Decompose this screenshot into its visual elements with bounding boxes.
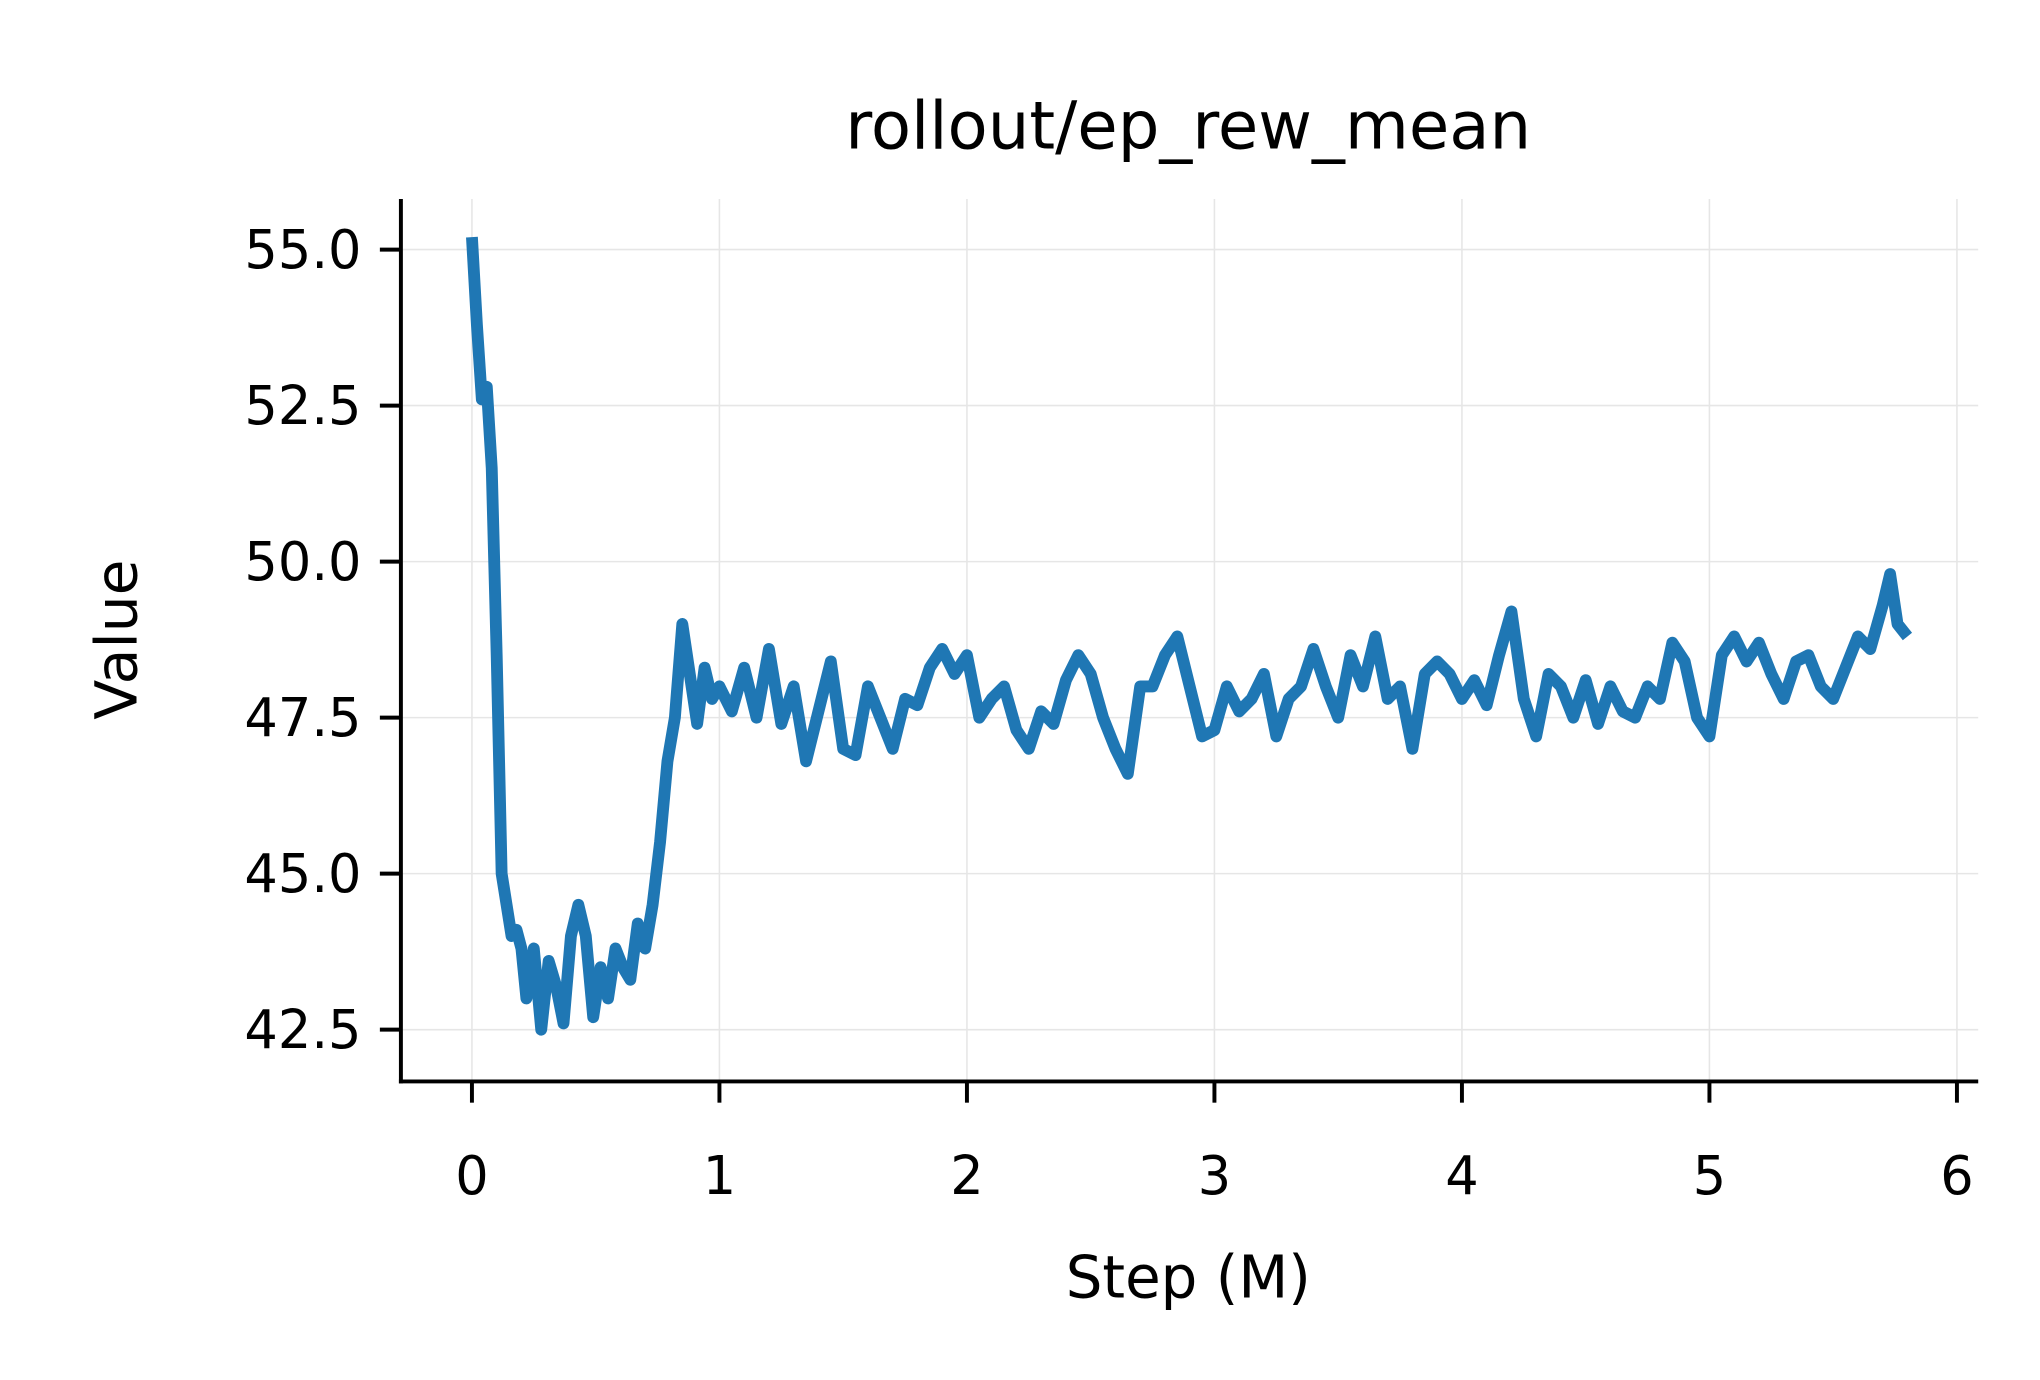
y-axis-label: Value xyxy=(83,559,151,719)
y-tick-label: 52.5 xyxy=(244,376,361,437)
x-tick-label: 4 xyxy=(1445,1146,1478,1207)
y-tick-label: 50.0 xyxy=(244,532,361,593)
y-tick-label: 42.5 xyxy=(244,1000,361,1061)
y-tick-label: 55.0 xyxy=(244,220,361,281)
x-tick-label: 3 xyxy=(1198,1146,1231,1207)
x-tick-label: 6 xyxy=(1940,1146,1973,1207)
y-tick-label: 45.0 xyxy=(244,844,361,905)
y-tick-label: 47.5 xyxy=(244,688,361,749)
x-tick-label: 2 xyxy=(950,1146,983,1207)
chart-title: rollout/ep_rew_mean xyxy=(845,87,1531,164)
x-tick-label: 0 xyxy=(455,1146,488,1207)
data-line xyxy=(466,236,1913,1036)
x-axis-label: Step (M) xyxy=(1066,1243,1311,1311)
x-tick-label: 1 xyxy=(703,1146,736,1207)
x-tick-label: 5 xyxy=(1693,1146,1726,1207)
